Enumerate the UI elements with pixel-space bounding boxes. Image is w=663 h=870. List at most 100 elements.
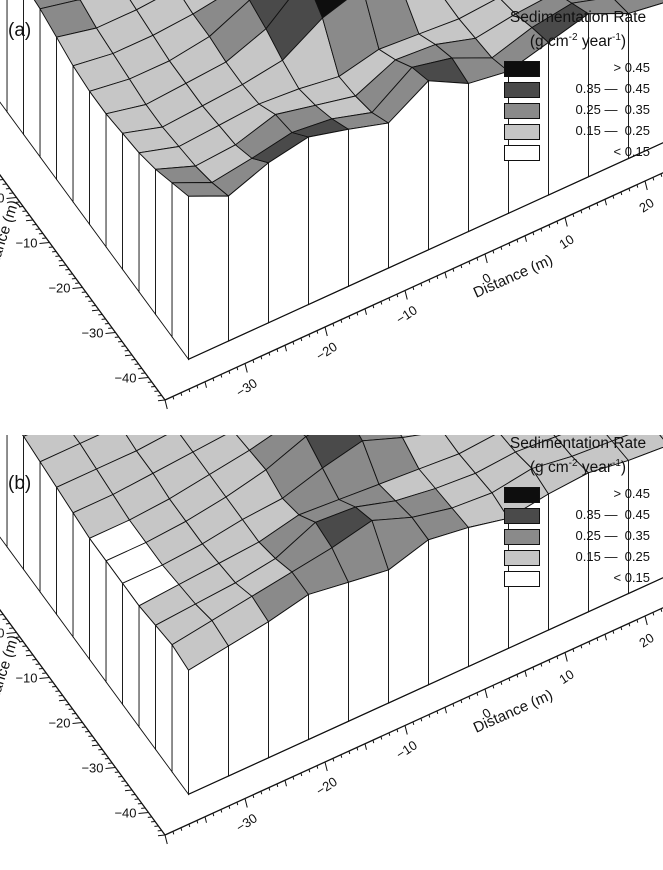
x-tick (556, 221, 559, 225)
x-tick (572, 648, 575, 652)
legend-units-a: (g cm-2 year-1) (529, 32, 627, 51)
wall-segment (268, 593, 309, 759)
x-tick (332, 323, 335, 327)
legend-range: < 0.15 (613, 144, 650, 160)
wall-segment (56, 35, 74, 204)
x-tick (436, 710, 439, 715)
x-tick (188, 388, 191, 393)
y-tick (105, 332, 116, 334)
x-tick (244, 798, 248, 808)
x-tick (580, 645, 583, 649)
x-tick-label: −20 (313, 774, 340, 799)
legend-swatch (504, 61, 540, 78)
wall-segment (23, 435, 41, 594)
x-tick (236, 802, 239, 806)
y-tick (72, 722, 83, 724)
y-axis-line (0, 608, 166, 836)
x-tick (460, 264, 463, 269)
x-tick (180, 827, 183, 831)
x-tick (484, 253, 488, 264)
x-tick (612, 630, 615, 634)
x-tick (596, 637, 599, 642)
x-tick (372, 304, 375, 309)
legend-row: > 0.45 (498, 60, 658, 81)
x-tick (388, 297, 391, 301)
x-tick (644, 180, 648, 191)
x-tick-label: 10 (556, 231, 576, 251)
legend-range: > 0.45 (613, 60, 650, 76)
wall-segment (0, 0, 8, 114)
legend-swatch (504, 571, 540, 588)
x-tick (300, 337, 303, 342)
y-tick (6, 197, 17, 199)
y-axis-line (0, 173, 166, 401)
wall-segment (628, 2, 663, 160)
x-tick (396, 294, 399, 298)
x-tick (436, 275, 439, 280)
x-tick (324, 326, 328, 337)
x-tick (532, 666, 535, 671)
x-tick (636, 619, 639, 623)
surface-cell (249, 0, 290, 30)
y-tick (72, 287, 83, 289)
legend-row: < 0.15 (498, 144, 658, 165)
x-tick (492, 685, 495, 689)
x-tick (428, 714, 431, 718)
x-tick (292, 341, 295, 345)
x-tick (164, 399, 168, 410)
x-tick (556, 656, 559, 660)
y-tick (91, 744, 100, 747)
x-tick (620, 626, 623, 631)
legend-row: 0.35 — 0.45 (498, 507, 658, 528)
x-tick (364, 743, 367, 750)
y-tick-label: −10 (15, 671, 37, 686)
x-tick (444, 707, 447, 714)
x-tick (572, 213, 575, 217)
x-tick (468, 696, 471, 700)
legend-swatch (504, 508, 540, 525)
x-tick (332, 758, 335, 762)
x-tick (596, 202, 599, 207)
x-tick (532, 231, 535, 236)
legend-range: 0.15 — 0.25 (575, 549, 650, 565)
legend-swatch (504, 145, 540, 162)
y-tick-label: 0 (0, 191, 5, 206)
x-tick (508, 677, 511, 682)
wall-segment (6, 435, 24, 571)
x-tick (476, 692, 479, 696)
x-tick (652, 612, 655, 616)
x-tick-label: 10 (556, 666, 576, 686)
wall-segment (105, 112, 123, 271)
legend-range: 0.25 — 0.35 (575, 528, 650, 544)
x-tick (604, 634, 607, 641)
wall-segment (138, 604, 156, 751)
x-tick (412, 286, 415, 290)
wall-segment (72, 511, 90, 661)
x-axis-line (164, 172, 663, 401)
legend-title-a: Sedimentation Rate (509, 9, 647, 26)
x-tick (260, 356, 263, 360)
x-tick (500, 681, 503, 685)
x-tick (324, 761, 328, 772)
y-tick (157, 399, 166, 402)
x-tick-label: −30 (233, 375, 260, 400)
y-tick (157, 834, 166, 837)
y-tick-label: 0 (0, 626, 5, 641)
legend-range: 0.35 — 0.45 (575, 81, 650, 97)
x-tick (340, 319, 343, 323)
x-tick (316, 330, 319, 334)
base-edge (188, 577, 663, 795)
y-tick (105, 767, 116, 769)
y-tick (138, 812, 149, 814)
surface-group (0, 435, 663, 796)
legend-row: < 0.15 (498, 570, 658, 591)
x-tick (316, 765, 319, 769)
x-tick (252, 359, 255, 363)
legend-range: 0.25 — 0.35 (575, 102, 650, 118)
x-tick (540, 228, 543, 232)
x-tick (252, 794, 255, 798)
x-tick (396, 729, 399, 733)
x-tick (172, 396, 175, 400)
x-tick (204, 381, 207, 388)
